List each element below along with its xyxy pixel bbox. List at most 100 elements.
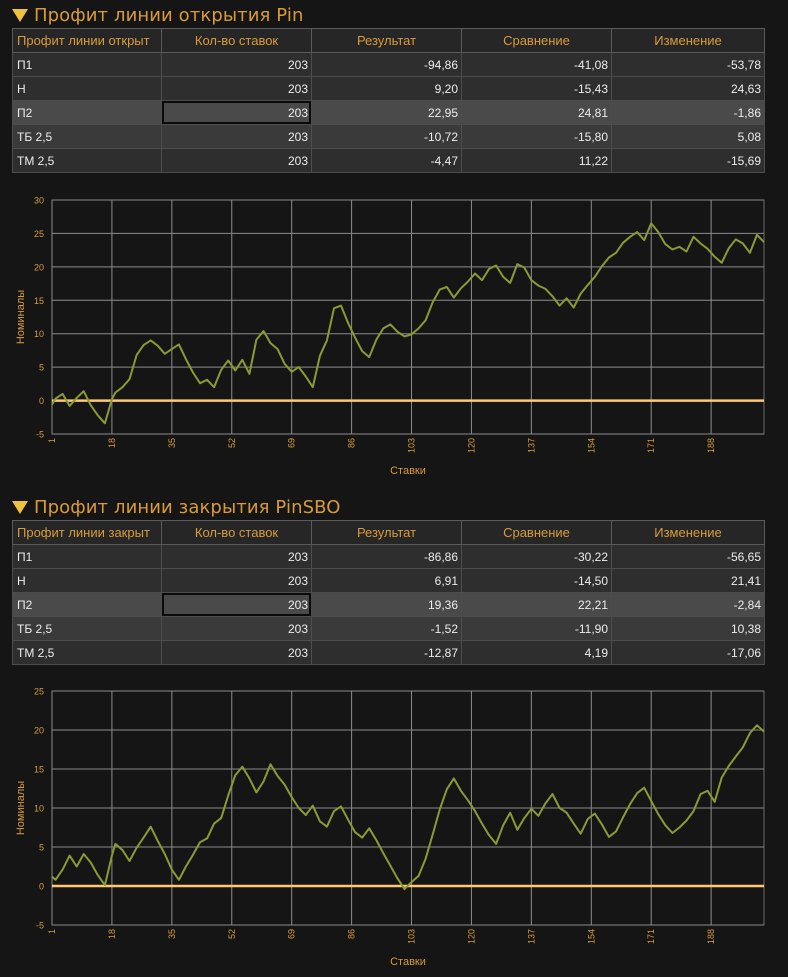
x-tick-label: 171 — [646, 929, 656, 944]
y-tick-label: 25 — [34, 229, 44, 239]
row-result: 6,91 — [311, 568, 462, 593]
x-tick-label: 103 — [407, 438, 417, 453]
row-compare: -14,50 — [461, 568, 612, 593]
x-tick-label: 171 — [646, 438, 656, 453]
row-compare: -15,43 — [461, 76, 612, 101]
row-compare: -41,08 — [461, 52, 612, 77]
y-tick-label: 20 — [34, 726, 44, 736]
x-tick-label: 120 — [466, 929, 476, 944]
column-header-change[interactable]: Изменение — [611, 520, 765, 545]
row-result: -86,86 — [311, 544, 462, 569]
row-compare: 11,22 — [461, 148, 612, 173]
row-change: 5,08 — [611, 124, 765, 149]
row-change: -53,78 — [611, 52, 765, 77]
x-tick-label: 154 — [586, 438, 596, 453]
y-axis-label: Номиналы — [15, 781, 27, 835]
row-count-selected-cell[interactable]: 203 — [161, 100, 312, 125]
table-row[interactable]: П1 203 -86,86 -30,22 -56,65 — [12, 544, 765, 569]
table-row[interactable]: Н 203 9,20 -15,43 24,63 — [12, 76, 765, 101]
row-compare: -11,90 — [461, 616, 612, 641]
row-compare: 24,81 — [461, 100, 612, 125]
x-axis-label: Ставки — [390, 956, 426, 968]
x-tick-label: 35 — [167, 929, 177, 939]
row-count: 203 — [161, 52, 312, 77]
row-compare: -15,80 — [461, 124, 612, 149]
y-tick-label: -5 — [36, 430, 44, 440]
series-line — [51, 724, 765, 891]
row-name: ТБ 2,5 — [12, 124, 162, 149]
row-result: -1,52 — [311, 616, 462, 641]
y-tick-label: 15 — [34, 296, 44, 306]
row-count: 203 — [161, 124, 312, 149]
column-header-compare[interactable]: Сравнение — [461, 28, 612, 53]
table-row[interactable]: ТМ 2,5 203 -4,47 11,22 -15,69 — [12, 148, 765, 173]
row-result: -94,86 — [311, 52, 462, 77]
row-name: Н — [12, 568, 162, 593]
row-change: -17,06 — [611, 640, 765, 665]
x-tick-label: 52 — [227, 929, 237, 939]
table-header-row: Профит линии открыт Кол-во ставок Резуль… — [12, 28, 765, 53]
column-header-name[interactable]: Профит линии открыт — [12, 28, 162, 53]
row-compare: 4,19 — [461, 640, 612, 665]
x-tick-label: 188 — [706, 929, 716, 944]
x-tick-label: 52 — [227, 438, 237, 448]
table-row[interactable]: ТМ 2,5 203 -12,87 4,19 -17,06 — [12, 640, 765, 665]
x-tick-label: 35 — [167, 438, 177, 448]
row-change: 24,63 — [611, 76, 765, 101]
row-compare: -30,22 — [461, 544, 612, 569]
y-tick-label: 20 — [34, 262, 44, 272]
y-tick-label: -5 — [36, 921, 44, 931]
x-tick-label: 1 — [47, 438, 57, 443]
y-tick-label: 5 — [39, 363, 44, 373]
row-change: -56,65 — [611, 544, 765, 569]
section-header-close[interactable]: Профит линии закрытия PinSBO — [12, 494, 341, 520]
row-count-selected-cell[interactable]: 203 — [161, 592, 312, 617]
table-row[interactable]: ТБ 2,5 203 -1,52 -11,90 10,38 — [12, 616, 765, 641]
collapse-triangle-icon[interactable] — [12, 9, 28, 22]
x-tick-label: 18 — [107, 438, 117, 448]
row-change: -2,84 — [611, 592, 765, 617]
chart-open: -5 0 5 10 15 20 25 30 1 18 35 52 69 86 103 120 137 154 171… — [0, 186, 788, 484]
row-count: 203 — [161, 568, 312, 593]
x-tick-label: 86 — [347, 438, 357, 448]
x-tick-label: 86 — [347, 929, 357, 939]
row-count: 203 — [161, 616, 312, 641]
table-row-selected[interactable]: П2 203 19,36 22,21 -2,84 — [12, 592, 765, 617]
column-header-result[interactable]: Результат — [311, 28, 462, 53]
section-title: Профит линии открытия Pin — [34, 4, 304, 26]
row-change: -1,86 — [611, 100, 765, 125]
line-chart-close: -5 0 5 10 15 20 25 1 18 35 52 69 86 103 120 137 154 171 18… — [15, 687, 765, 968]
row-result: 9,20 — [311, 76, 462, 101]
table-row[interactable]: Н 203 6,91 -14,50 21,41 — [12, 568, 765, 593]
column-header-result[interactable]: Результат — [311, 520, 462, 545]
row-change: -15,69 — [611, 148, 765, 173]
collapse-triangle-icon[interactable] — [12, 501, 28, 514]
section-header-open[interactable]: Профит линии открытия Pin — [12, 2, 303, 28]
column-header-count[interactable]: Кол-во ставок — [161, 28, 312, 53]
x-tick-label: 154 — [586, 929, 596, 944]
table-row[interactable]: П1 203 -94,86 -41,08 -53,78 — [12, 52, 765, 77]
table-row-selected[interactable]: П2 203 22,95 24,81 -1,86 — [12, 100, 765, 125]
column-header-name[interactable]: Профит линии закрыт — [12, 520, 162, 545]
row-count: 203 — [161, 76, 312, 101]
row-result: 22,95 — [311, 100, 462, 125]
table-row[interactable]: ТБ 2,5 203 -10,72 -15,80 5,08 — [12, 124, 765, 149]
chart-close: -5 0 5 10 15 20 25 1 18 35 52 69 86 103 120 137 154 171 18… — [0, 680, 788, 977]
column-header-compare[interactable]: Сравнение — [461, 520, 612, 545]
row-name: П1 — [12, 544, 162, 569]
profit-table-close: Профит линии закрыт Кол-во ставок Резуль… — [12, 520, 765, 665]
y-tick-label: 30 — [34, 196, 44, 206]
y-tick-label: 5 — [39, 843, 44, 853]
profit-table-open: Профит линии открыт Кол-во ставок Резуль… — [12, 28, 765, 173]
column-header-count[interactable]: Кол-во ставок — [161, 520, 312, 545]
y-tick-label: 10 — [34, 804, 44, 814]
row-name: П2 — [12, 592, 162, 617]
row-change: 10,38 — [611, 616, 765, 641]
y-axis-label: Номиналы — [15, 290, 27, 344]
row-name: Н — [12, 76, 162, 101]
x-tick-label: 120 — [466, 438, 476, 453]
x-tick-label: 69 — [287, 929, 297, 939]
x-tick-label: 103 — [407, 929, 417, 944]
row-count: 203 — [161, 148, 312, 173]
column-header-change[interactable]: Изменение — [611, 28, 765, 53]
